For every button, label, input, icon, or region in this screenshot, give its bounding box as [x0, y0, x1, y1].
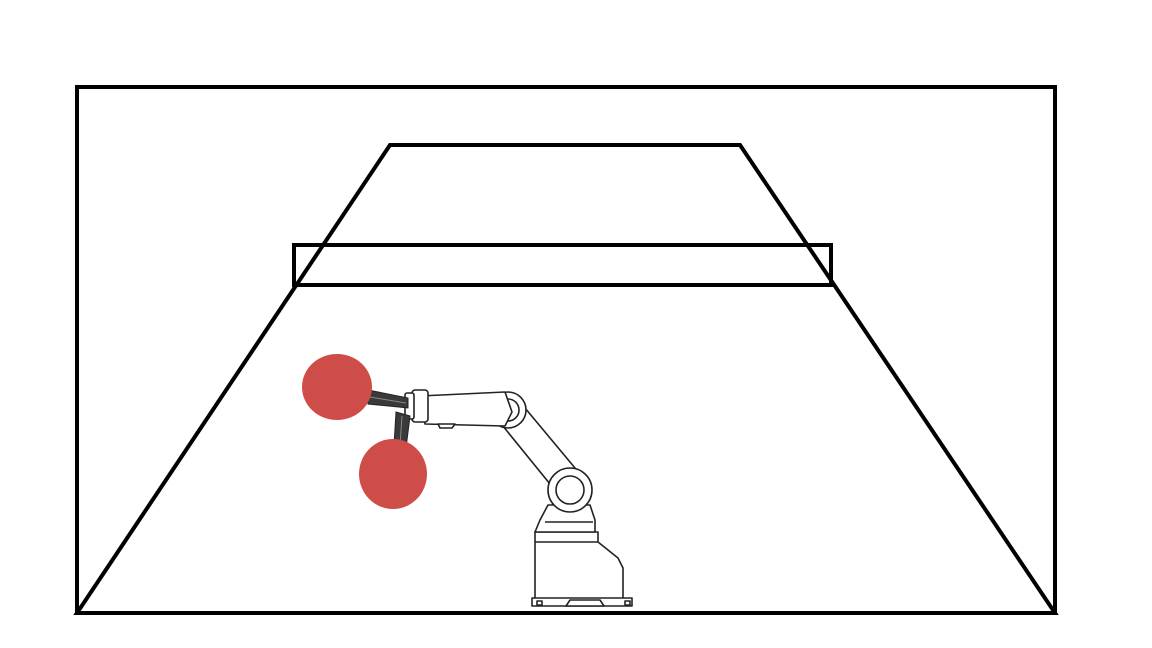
robot-base — [531, 531, 633, 607]
net — [292, 243, 833, 287]
robot-shoulder — [534, 504, 596, 533]
robot-arm — [404, 389, 633, 607]
robot-lower-arm — [497, 401, 593, 513]
robot-forearm — [419, 391, 513, 429]
paddle-upper — [302, 354, 409, 420]
paddle-lower — [359, 411, 427, 509]
table-outline — [73, 143, 1059, 615]
